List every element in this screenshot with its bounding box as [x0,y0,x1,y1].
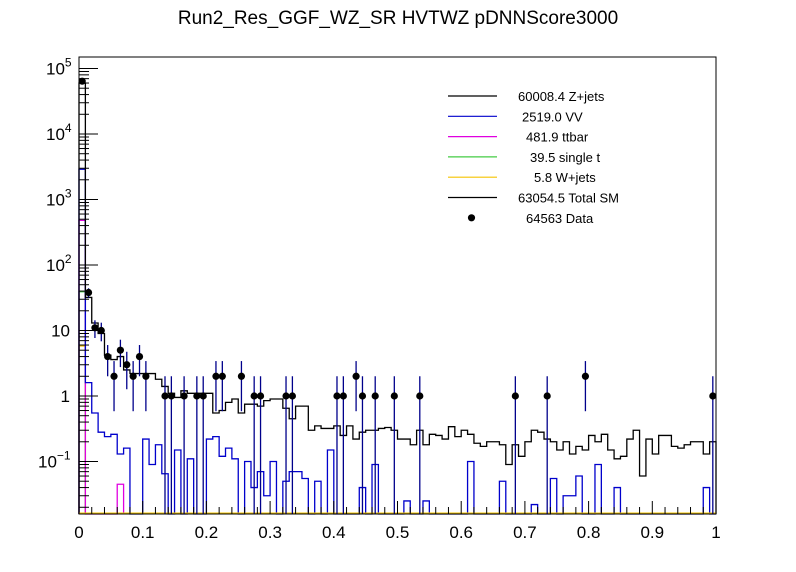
x-tick-label: 0.1 [131,523,155,542]
data-point [84,288,93,297]
data-point [212,372,220,380]
data-point [97,326,105,335]
data-point [371,392,379,400]
data-point [116,346,125,354]
y-tick-label: 10 [51,322,70,341]
x-tick-label: 0.9 [640,523,664,542]
legend-item: 63054.5 Total SM [448,191,619,206]
x-tick-label: 0 [74,523,83,542]
data-point [135,352,144,361]
legend-marker [467,214,476,222]
legend-label: 481.9 ttbar [526,130,589,145]
legend-label: 64563 Data [526,211,594,226]
data-point [339,392,347,400]
legend-label: 2519.0 VV [522,109,583,124]
legend-item: 64563 Data [467,211,594,226]
legend-item: 39.5 single t [448,150,600,165]
y-tick-label: 1 [61,387,70,406]
data-point [511,392,519,400]
data-point [581,372,590,380]
x-tick-label: 0.8 [577,523,601,542]
histogram-single-t [78,291,87,514]
data-points-layer [78,77,717,514]
y-tick-label: 10−1 [38,449,71,472]
data-point [91,324,99,332]
legend-item: 5.8 W+jets [448,170,596,185]
data-point [282,392,290,400]
legend: 60008.4 Z+jets 2519.0 VV 481.9 ttbar 39.5 s… [448,89,619,226]
data-point [288,392,296,400]
data-point [250,392,258,400]
data-point [416,392,424,400]
data-point [110,372,118,380]
data-point [333,392,341,400]
y-tick-label: 105 [46,56,72,79]
legend-item: 60008.4 Z+jets [448,89,605,104]
x-tick-label: 0.6 [449,523,473,542]
data-point [358,392,367,400]
y-tick-label: 104 [46,121,72,144]
x-tick-label: 0.3 [258,523,282,542]
data-point [104,352,112,361]
legend-label: 63054.5 Total SM [518,191,619,206]
x-tick-label: 1 [711,523,720,542]
data-point [167,392,175,400]
data-point [193,392,201,400]
data-point [543,392,551,400]
histogram-vv [78,168,716,515]
histograms-layer [78,82,717,515]
legend-label: 5.8 W+jets [534,170,596,185]
data-point [161,392,169,400]
plot-frame [78,56,717,515]
data-point [352,372,360,380]
axes-layer: 0 0.1 0.2 0.3 0.4 0.5 0.6 0.7 0.8 0.9 1 105 104 103 10… [38,56,721,543]
data-point [390,392,398,400]
data-point [709,392,717,400]
x-tick-label: 0.7 [513,523,537,542]
data-point [180,392,188,400]
histogram-total-sm [78,82,717,514]
data-point [123,361,131,369]
legend-label: 39.5 single t [530,150,600,165]
y-tick-label: 103 [46,187,72,210]
x-tick-label: 0.2 [195,523,219,542]
data-point [129,372,137,380]
data-point [237,372,246,380]
legend-item: 2519.0 VV [448,109,583,124]
data-point [218,372,226,380]
legend-item: 481.9 ttbar [448,130,589,145]
x-tick-label: 0.5 [386,523,410,542]
data-point [199,392,207,400]
chart-title: Run2_Res_GGF_WZ_SR HVTWZ pDNNScore3000 [177,8,619,29]
data-point [142,372,150,380]
data-point [256,392,265,400]
y-tick-label: 102 [46,252,72,275]
legend-label: 60008.4 Z+jets [518,89,605,104]
x-tick-label: 0.4 [322,523,346,542]
